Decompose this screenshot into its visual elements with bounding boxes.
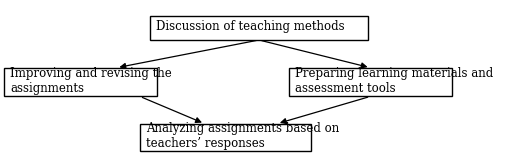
Text: Improving and revising the
assignments: Improving and revising the assignments [10, 67, 172, 95]
Text: Analyzing assignments based on
teachers’ responses: Analyzing assignments based on teachers’… [146, 122, 339, 150]
Text: Preparing learning materials and
assessment tools: Preparing learning materials and assessm… [295, 67, 493, 95]
FancyBboxPatch shape [140, 124, 311, 151]
Text: Discussion of teaching methods: Discussion of teaching methods [156, 20, 345, 33]
FancyBboxPatch shape [4, 68, 156, 96]
FancyBboxPatch shape [289, 68, 452, 96]
FancyBboxPatch shape [150, 16, 368, 40]
